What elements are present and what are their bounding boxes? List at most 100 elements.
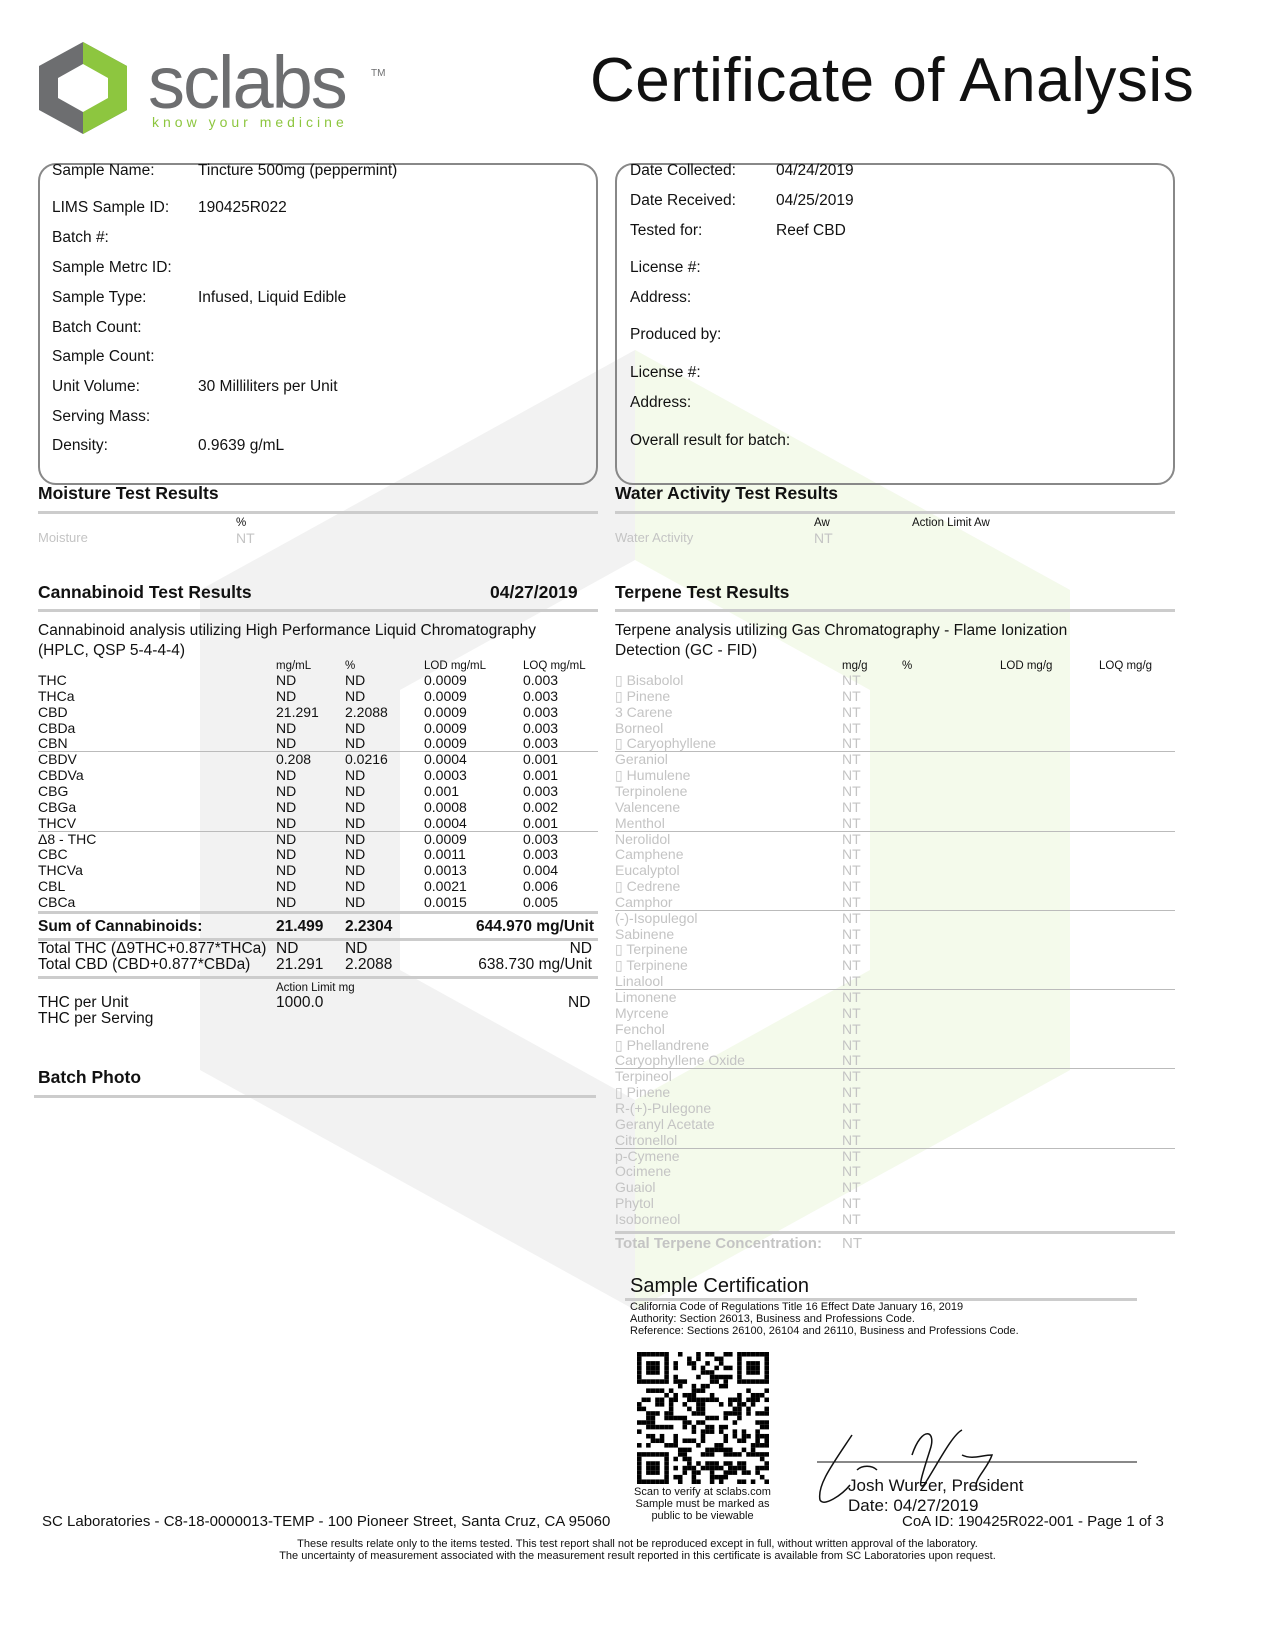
cell: CBDV [38,751,77,768]
table-row: Eucalyptol NT [615,862,1175,878]
column-header: mg/g [842,660,868,672]
field-value: 190425R022 [198,199,287,216]
cell: THC [38,672,67,688]
divider [38,938,598,941]
cell: 0.003 [523,687,559,704]
terpene-name: ▯ Humulene [615,767,691,784]
column-header: LOQ mg/g [1099,660,1153,672]
terpene-name: ▯ Pinene [615,687,671,704]
field-label: License #: [630,364,701,381]
field-label: Produced by: [630,326,722,343]
water-activity-title: Water Activity Test Results [615,483,839,503]
table-row: ▯ Terpinene NT [615,941,1175,957]
field-label: Sample Metrc ID: [52,259,172,276]
cell: 0.0009 [424,703,467,720]
cell: CBDVa [38,767,84,784]
cell: ND [345,767,366,784]
field-label: Serving Mass: [52,408,151,425]
total-terpene-label: Total Terpene Concentration: [615,1235,822,1252]
table-row: THCVa ND ND 0.0013 0.004 [38,862,598,878]
cell: 21.291 [276,703,319,720]
cell: CBD [38,703,68,720]
terpene-name: 3 Carene [615,703,673,720]
terpene-name: ▯ Pinene [615,1084,671,1101]
column-header: LOD mg/g [1000,660,1053,672]
terpene-value: NT [842,798,861,815]
field-value: Infused, Liquid Edible [198,289,347,306]
cell: ND [345,814,366,831]
total-row: Total THC (Δ9THC+0.877*THCa) ND ND ND [38,941,592,957]
cell: ND [276,672,297,688]
terpene-name: R-(+)-Pulegone [615,1099,712,1116]
divider [38,911,598,914]
field-label: Address: [630,289,692,306]
table-row: CBCa ND ND 0.0015 0.005 [38,894,598,910]
table-row: ▯ Caryophyllene NT [615,735,1175,751]
cell: ND [276,687,297,704]
field-label: Batch Count: [52,319,142,336]
table-row: Valencene NT [615,799,1175,815]
cell: ND [345,846,366,863]
table-row: THC ND ND 0.0009 0.003 [38,672,598,688]
cell: 0.208 [276,751,312,768]
terpene-name: Eucalyptol [615,862,680,879]
row-divider [615,1147,1175,1149]
cell: CBC [38,846,68,863]
total_cbd-label: Total CBD (CBD+0.877*CBDa) [38,956,251,973]
table-row: Geraniol NT [615,751,1175,767]
cell: 0.003 [523,703,559,720]
terpene-value: NT [842,973,861,990]
cell: CBGa [38,798,77,815]
qr-code[interactable] [637,1352,769,1484]
terpene-value: NT [842,830,861,847]
table-row: CBGa ND ND 0.0008 0.002 [38,799,598,815]
cell: ND [345,719,366,736]
cell: CBL [38,878,66,895]
cell: 0.006 [523,878,559,895]
table-row: ▯ Bisabolol NT [615,672,1175,688]
terpene-name: ▯ Bisabolol [615,672,684,688]
table-row: R-(+)-Pulegone NT [615,1100,1175,1116]
cell: 0.003 [523,735,559,752]
logo-tm: TM [371,68,386,79]
row-divider [38,751,598,753]
total-terpene-value: NT [842,1235,862,1252]
cell: 0.0009 [424,687,467,704]
sample-info-box [38,163,598,485]
table-row: 3 Carene NT [615,704,1175,720]
cell: 0.002 [523,798,559,815]
table-row: ▯ Phellandrene NT [615,1037,1175,1053]
certification-title: Sample Certification [630,1275,809,1297]
field-label: Unit Volume: [52,378,140,395]
field-label: Address: [630,394,692,411]
terpene-name: Terpinolene [615,782,688,799]
cannabinoid-date: 04/27/2019 [490,582,578,602]
field-label: Date Collected: [630,162,736,179]
cell: THCV [38,814,77,831]
cell: ND [345,687,366,704]
divider [38,976,598,979]
table-row: Caryophyllene Oxide NT [615,1052,1175,1068]
total_thc-pct: ND [345,940,368,957]
field-label: Tested for: [630,222,703,239]
thc-result: ND [568,994,591,1011]
terpene-name: Camphene [615,846,684,863]
cell: 0.0004 [424,751,467,768]
table-row: CBDVa ND ND 0.0003 0.001 [38,767,598,783]
logo-tagline: know your medicine [152,114,348,130]
terpene-value: NT [842,1036,861,1053]
terpene-name: Guaiol [615,1179,656,1196]
cell: ND [276,878,297,895]
moisture-value: NT [236,530,255,546]
cell: 0.0009 [424,719,467,736]
terpene-name: ▯ Terpinene [615,957,688,974]
terpene-value: NT [842,1131,861,1148]
table-row: Isoborneol NT [615,1211,1175,1227]
field-label: Date Received: [630,192,736,209]
footer-coa-id: CoA ID: 190425R022-001 - Page 1 of 3 [902,1513,1164,1530]
table-row: Menthol NT [615,815,1175,831]
table-row: CBDV 0.208 0.0216 0.0004 0.001 [38,751,598,767]
terpene-value: NT [842,989,861,1005]
table-row: Terpineol NT [615,1068,1175,1084]
terpene-value: NT [842,1179,861,1196]
